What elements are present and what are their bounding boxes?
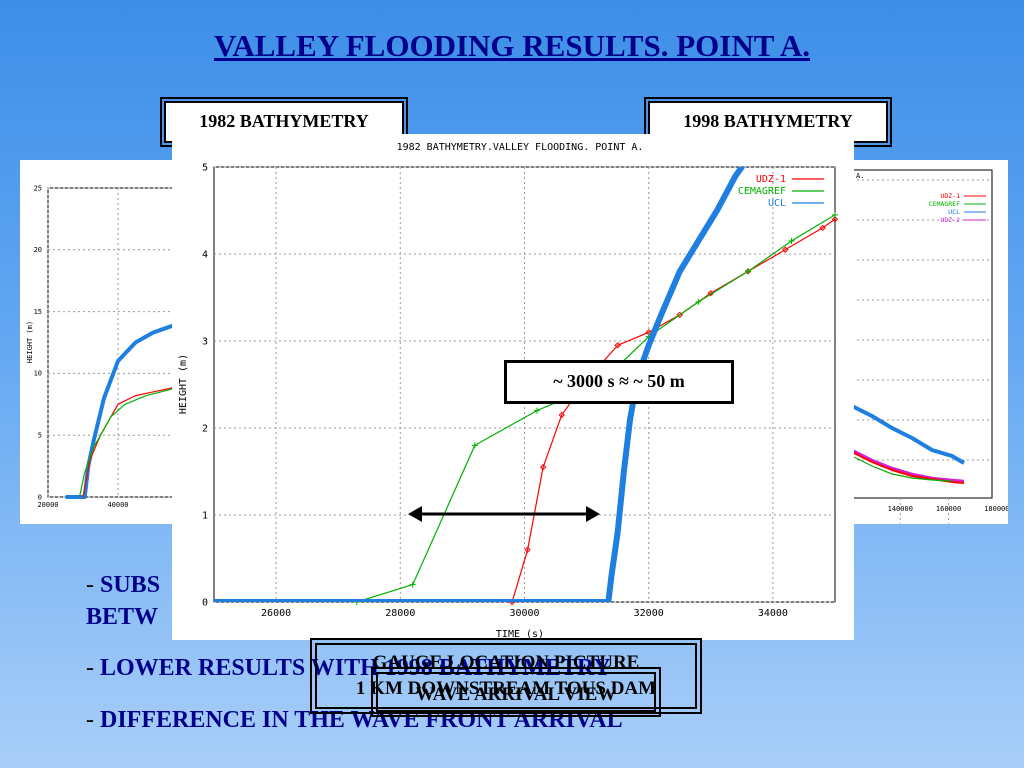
y-tick-label: 5 [202,162,208,173]
x-tick-label: 32000 [634,608,664,619]
series-line-cemagref [851,455,953,482]
wave-arrival-label: WAVE ARRIVAL VIEW [415,684,617,705]
x-tick-label: 160000 [936,505,961,513]
data-point-cemagref [695,298,702,305]
chart-title: 1982 BATHYMETRY.VALLEY FLOODING. POINT A… [397,142,644,153]
series-line-udz1 [851,451,965,484]
y-tick-label: 2 [202,423,208,434]
x-tick-label: 140000 [888,505,913,513]
legend-label: UCL [948,208,960,216]
data-point-udz1 [614,342,621,349]
y-tick-label: 0 [38,493,42,501]
legend-label: CEMAGREF [738,186,786,197]
x-tick-label: 26000 [261,608,291,619]
x-tick-label: 180000 [984,505,1008,513]
arrival-arrow-head-right [586,506,600,522]
arrival-arrow-head-left [408,506,422,522]
data-point-cemagref [832,211,838,218]
bullet-2: - LOWER RESULTS WITH 1998 BATHYMETRY [86,655,611,681]
series-line-udz-1 [82,381,196,498]
x-tick-label: 30000 [509,608,539,619]
gauge-box [310,638,702,714]
data-point-udz1 [831,215,839,223]
slide-title: VALLEY FLOODING RESULTS. POINT A. [213,28,811,63]
y-tick-label: 4 [202,249,208,260]
y-tick-label: 25 [34,184,42,192]
data-point-udz1 [558,411,565,419]
left-chart: 2000040000600000510152025HEIGHT (m) [26,184,199,509]
data-point-udz1 [782,246,789,253]
series-line-udz-1 [511,218,835,602]
x-tick-label: 34000 [758,608,788,619]
y-tick-label: 20 [34,246,42,254]
data-point-udz1 [539,463,547,471]
x-tick-label: 20000 [37,501,58,509]
legend-label: UDZ-2 [940,216,960,224]
right-chart: 140000 160000 180000 A. UDZ-1CEMAGREFUCLUDZ-… [851,169,1009,768]
series-line-udz2 [851,448,965,483]
legend-label: UDZ-1 [756,174,786,185]
plot-frame [851,169,993,499]
bullet-1-cont: BETW [86,604,159,630]
legend-label: UDZ-1 [940,192,960,200]
data-point-udz1 [819,224,826,232]
y-tick-label: 10 [34,370,42,378]
data-point-cemagref [409,581,416,588]
series-line-cemagref [356,214,835,602]
y-tick-label: 3 [202,336,208,347]
data-point-udz1 [676,311,683,319]
plot-frame [47,187,196,498]
bullet-1: - SUBS [86,572,161,598]
x-tick-label: 28000 [385,608,415,619]
y-tick-label: 5 [38,432,42,440]
x-tick-label: 40000 [107,501,128,509]
data-point-udz1 [524,546,531,554]
annotation-box: ~ 3000 s ≈ ~ 50 m [504,360,734,404]
wave-arrival-box [371,667,661,717]
data-point-cemagref [788,237,795,244]
data-point-cemagref [745,268,752,275]
data-point-cemagref [533,407,540,414]
legend-label: UCL [768,198,786,209]
legend-label: CEMAGREF [929,200,960,208]
chart-title-fragment: A. [856,172,864,180]
y-tick-label: 1 [202,510,208,521]
data-point-cemagref [471,442,478,449]
right-chart-panel: 140000 160000 180000 A. UDZ-1 CEMAGREF UCL UDZ-… [851,160,1009,768]
x-axis-label: TIME (s) [496,629,544,640]
y-axis-label: HEIGHT (m) [26,321,34,363]
gauge-line-1: GAUGE LOCATION PICTURE [372,652,640,673]
y-axis-label: HEIGHT (m) [178,354,189,414]
y-tick-label: 15 [34,308,42,316]
left-chart-panel: 2000040000600000510152025HEIGHT (m) [20,160,199,524]
series-line-ucl [851,404,966,465]
gauge-line-2: 1 KM DOWNSTREAM TOUS DAM [355,678,657,699]
y-tick-label: 0 [202,597,208,608]
